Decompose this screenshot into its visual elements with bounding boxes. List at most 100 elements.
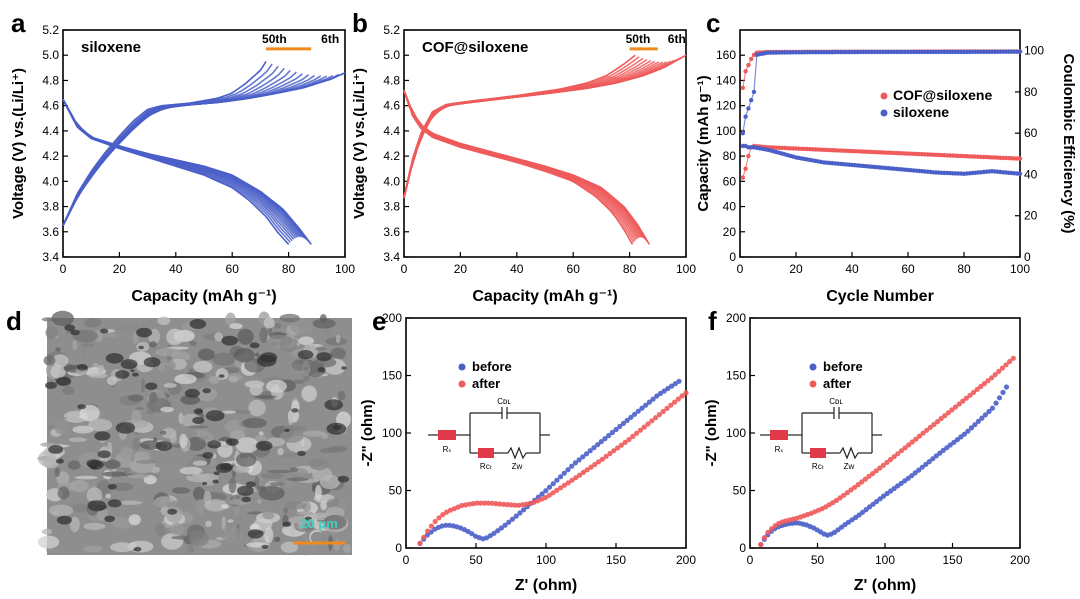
data-point <box>569 463 575 469</box>
sem-grain <box>258 485 285 501</box>
y-tick-label: 4.4 <box>42 124 59 138</box>
sem-grain <box>257 499 262 504</box>
x-tick-label: 200 <box>676 553 696 567</box>
data-point <box>888 456 894 463</box>
warburg-element <box>507 446 527 460</box>
sem-grain <box>84 317 102 328</box>
charge-curve <box>403 59 675 198</box>
data-point <box>960 398 966 404</box>
resistor-rs <box>770 430 788 440</box>
y-tick-label: 4.8 <box>42 73 59 87</box>
series-charge-6th <box>62 72 346 226</box>
sem-pore <box>56 515 72 525</box>
series-discharge-6th <box>403 90 650 245</box>
data-point <box>470 501 476 507</box>
sem-grain <box>204 499 228 512</box>
data-point <box>909 473 915 479</box>
data-point <box>996 395 1003 401</box>
data-point <box>672 399 678 405</box>
data-point <box>543 488 549 494</box>
panel-letter-f: f <box>708 306 717 336</box>
sem-pore <box>192 416 205 425</box>
discharge-curve <box>62 99 290 245</box>
data-point <box>979 415 985 421</box>
data-point <box>489 500 495 506</box>
data-point <box>856 512 862 518</box>
sem-grain <box>55 347 61 352</box>
sem-pore <box>167 508 178 515</box>
y-tick-label: 160 <box>716 48 736 62</box>
sem-grain <box>163 383 177 388</box>
data-point <box>504 502 510 508</box>
sem-grain <box>160 406 174 413</box>
data-point <box>508 502 514 508</box>
sem-grain <box>52 354 69 367</box>
data-point <box>474 500 480 506</box>
x-tick-label: 20 <box>789 262 803 276</box>
y-tick-label: 0 <box>395 541 402 555</box>
sem-grain <box>72 339 78 351</box>
panel-a-series <box>62 61 346 245</box>
data-point <box>635 408 641 414</box>
sem-grain <box>266 379 287 393</box>
legend-marker <box>809 380 817 388</box>
legend-marker <box>458 363 466 371</box>
sem-grain <box>171 487 191 494</box>
data-point <box>637 427 644 433</box>
panel-f-frame <box>749 317 1021 549</box>
y-tick-label: 100 <box>382 426 402 440</box>
charge-curve <box>62 65 279 226</box>
data-point <box>937 450 943 456</box>
sem-pore <box>120 359 138 370</box>
data-point <box>944 445 950 451</box>
data-point <box>867 504 873 510</box>
sem-grain <box>337 390 346 401</box>
sem-grain <box>50 365 66 379</box>
data-point <box>669 383 675 389</box>
panel-b-series <box>403 54 687 245</box>
charge-curve <box>62 73 340 226</box>
sem-grain <box>214 332 224 342</box>
data-point <box>558 474 564 480</box>
data-point <box>945 410 951 416</box>
data-point <box>956 401 962 407</box>
data-point <box>926 459 932 465</box>
x-tick-label: 20 <box>113 262 127 276</box>
sem-grain <box>269 482 285 486</box>
y-tick-label: 4.6 <box>383 99 400 113</box>
panel-f-circuit-inset: Cᴅʟ Rₛ Rᴄₜ Zᴡ <box>760 397 882 471</box>
y2-tick-label: 0 <box>1024 250 1031 264</box>
data-point <box>898 448 905 454</box>
sem-pore <box>100 328 109 334</box>
data-point <box>596 459 602 465</box>
y-tick-label: 3.6 <box>383 225 400 239</box>
sem-grain <box>189 340 197 346</box>
data-point <box>873 468 879 474</box>
y2-tick-label: 80 <box>1024 85 1038 99</box>
data-point <box>942 413 948 419</box>
data-point <box>758 541 764 548</box>
data-point <box>952 404 959 410</box>
data-point <box>668 402 674 408</box>
data-point <box>870 471 876 477</box>
y-tick-label: 5.2 <box>42 23 59 37</box>
series-discharge-50th <box>62 99 290 245</box>
x-tick-label: 80 <box>957 262 971 276</box>
sem-pore <box>107 484 117 490</box>
sem-grain <box>72 425 94 434</box>
x-tick-label: 50 <box>811 553 825 567</box>
sem-grain <box>50 416 68 420</box>
x-axis-label: Capacity (mAh g⁻¹) <box>472 288 617 305</box>
data-point <box>573 475 579 481</box>
x-tick-label: 40 <box>169 262 183 276</box>
data-point <box>958 434 964 440</box>
annotation-6th: 6th <box>321 32 339 46</box>
data-point <box>436 515 442 521</box>
data-point <box>916 467 922 473</box>
sem-pore <box>136 327 153 338</box>
data-point <box>675 396 682 402</box>
data-point <box>599 456 606 462</box>
sem-pore <box>87 500 107 512</box>
sem-grain <box>315 347 327 351</box>
sem-grain <box>42 456 60 469</box>
